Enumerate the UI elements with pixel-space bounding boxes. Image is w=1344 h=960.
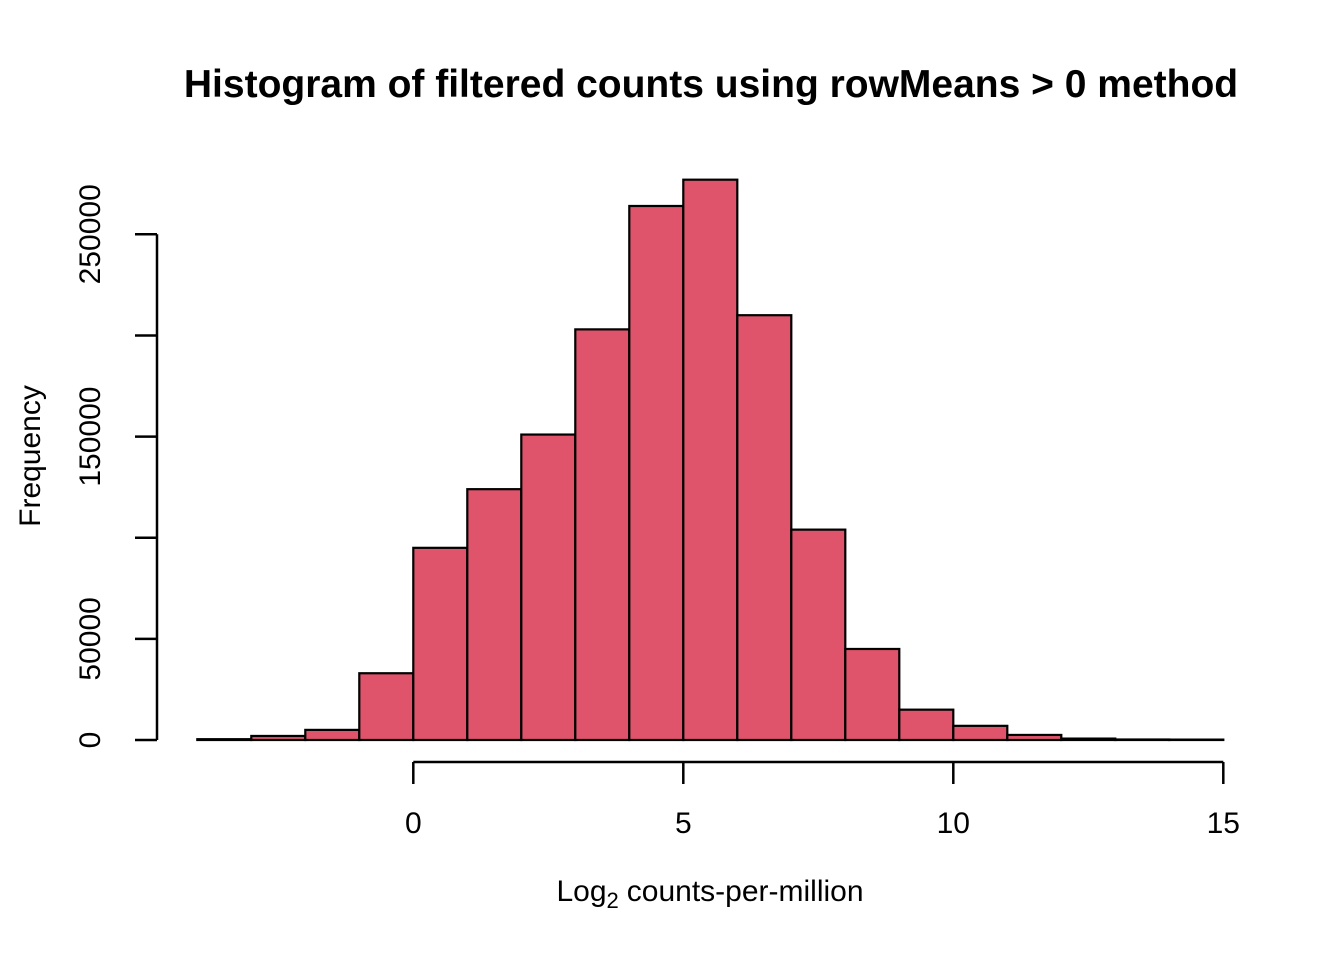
histogram-bar — [520, 433, 577, 742]
x-axis-title-subscript: 2 — [607, 888, 619, 913]
y-axis-tick-label: 50000 — [74, 597, 107, 680]
bars-group — [196, 178, 1225, 742]
histogram-bar — [1060, 737, 1117, 742]
histogram-bar — [790, 528, 847, 742]
y-axis-tick-label: 250000 — [74, 184, 107, 284]
x-axis-title-rest: counts-per-million — [627, 875, 864, 908]
y-axis-title: Frequency — [14, 385, 47, 527]
x-axis-tick-label: 15 — [1207, 807, 1240, 840]
histogram-bar — [466, 488, 523, 742]
histogram-bar — [736, 314, 793, 742]
histogram-bar — [250, 734, 307, 742]
histogram-bar — [574, 328, 631, 742]
histogram-bar — [898, 708, 955, 742]
x-axis: 0 5 10 15 — [405, 760, 1240, 840]
histogram-bar — [952, 724, 1009, 742]
histogram-bar — [628, 204, 685, 742]
histogram-bar — [682, 178, 739, 742]
histogram-bar — [358, 672, 415, 742]
x-axis-tick-label: 0 — [405, 807, 422, 840]
y-axis: 0 50000 150000 250000 — [74, 184, 159, 749]
histogram-bar — [1114, 738, 1171, 742]
histogram-bar — [412, 546, 469, 742]
x-axis-tick-label: 10 — [937, 807, 970, 840]
x-axis-title: Log2 counts-per-million — [556, 875, 863, 913]
histogram-bar — [196, 738, 253, 742]
x-axis-tick-label: 5 — [675, 807, 692, 840]
histogram-bar — [844, 647, 901, 742]
y-axis-tick-label: 150000 — [74, 387, 107, 487]
x-axis-title-main: Log — [556, 875, 606, 908]
histogram-bar — [304, 728, 361, 742]
chart-title: Histogram of filtered counts using rowMe… — [184, 63, 1238, 106]
histogram-bar — [1006, 733, 1063, 742]
y-axis-tick-label: 0 — [74, 732, 107, 749]
